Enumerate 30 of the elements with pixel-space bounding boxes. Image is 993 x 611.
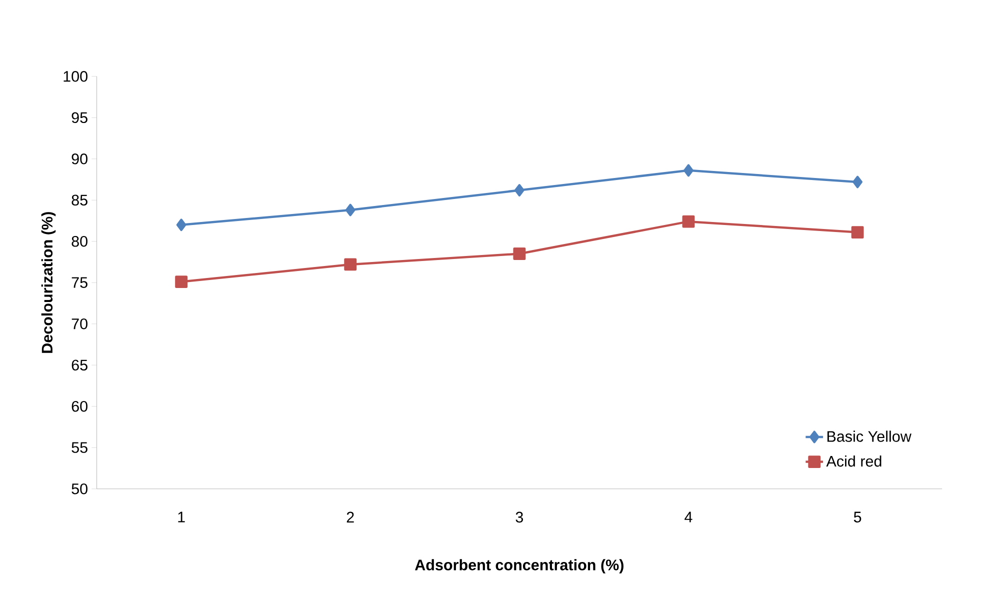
y-tick-label: 90 [72, 153, 88, 164]
x-axis-title: Adsorbent concentration (%) [414, 559, 624, 574]
y-tick-label: 95 [72, 112, 88, 123]
y-tick-label: 65 [72, 360, 88, 370]
y-tick-label: 50 [72, 483, 88, 494]
point [344, 258, 357, 271]
legend-label: Basic Yellow [827, 430, 912, 442]
x-tick-label: 5 [854, 512, 862, 522]
y-tick-label: 80 [72, 236, 88, 247]
x-tick-label: 3 [516, 512, 523, 523]
point [852, 176, 862, 188]
point [851, 226, 864, 238]
y-tick-label: 60 [72, 400, 88, 412]
y-tick-label: 100 [64, 70, 88, 82]
point [175, 276, 188, 288]
y-tick-label: 85 [72, 194, 88, 206]
point [684, 164, 694, 177]
point [513, 248, 526, 260]
point [345, 204, 356, 216]
y-tick-label: 75 [72, 277, 88, 288]
y-axis-title: Decolourization (%) [41, 212, 56, 353]
y-tick-label: 70 [72, 318, 88, 330]
x-tick-label: 1 [178, 512, 185, 522]
legend-label: Acid red [826, 455, 882, 467]
y-tick-label: 55 [72, 442, 88, 453]
point [176, 218, 186, 232]
point [514, 184, 524, 196]
x-tick-label: 2 [346, 512, 354, 522]
x-tick-label: 4 [684, 512, 692, 522]
point [682, 215, 695, 228]
